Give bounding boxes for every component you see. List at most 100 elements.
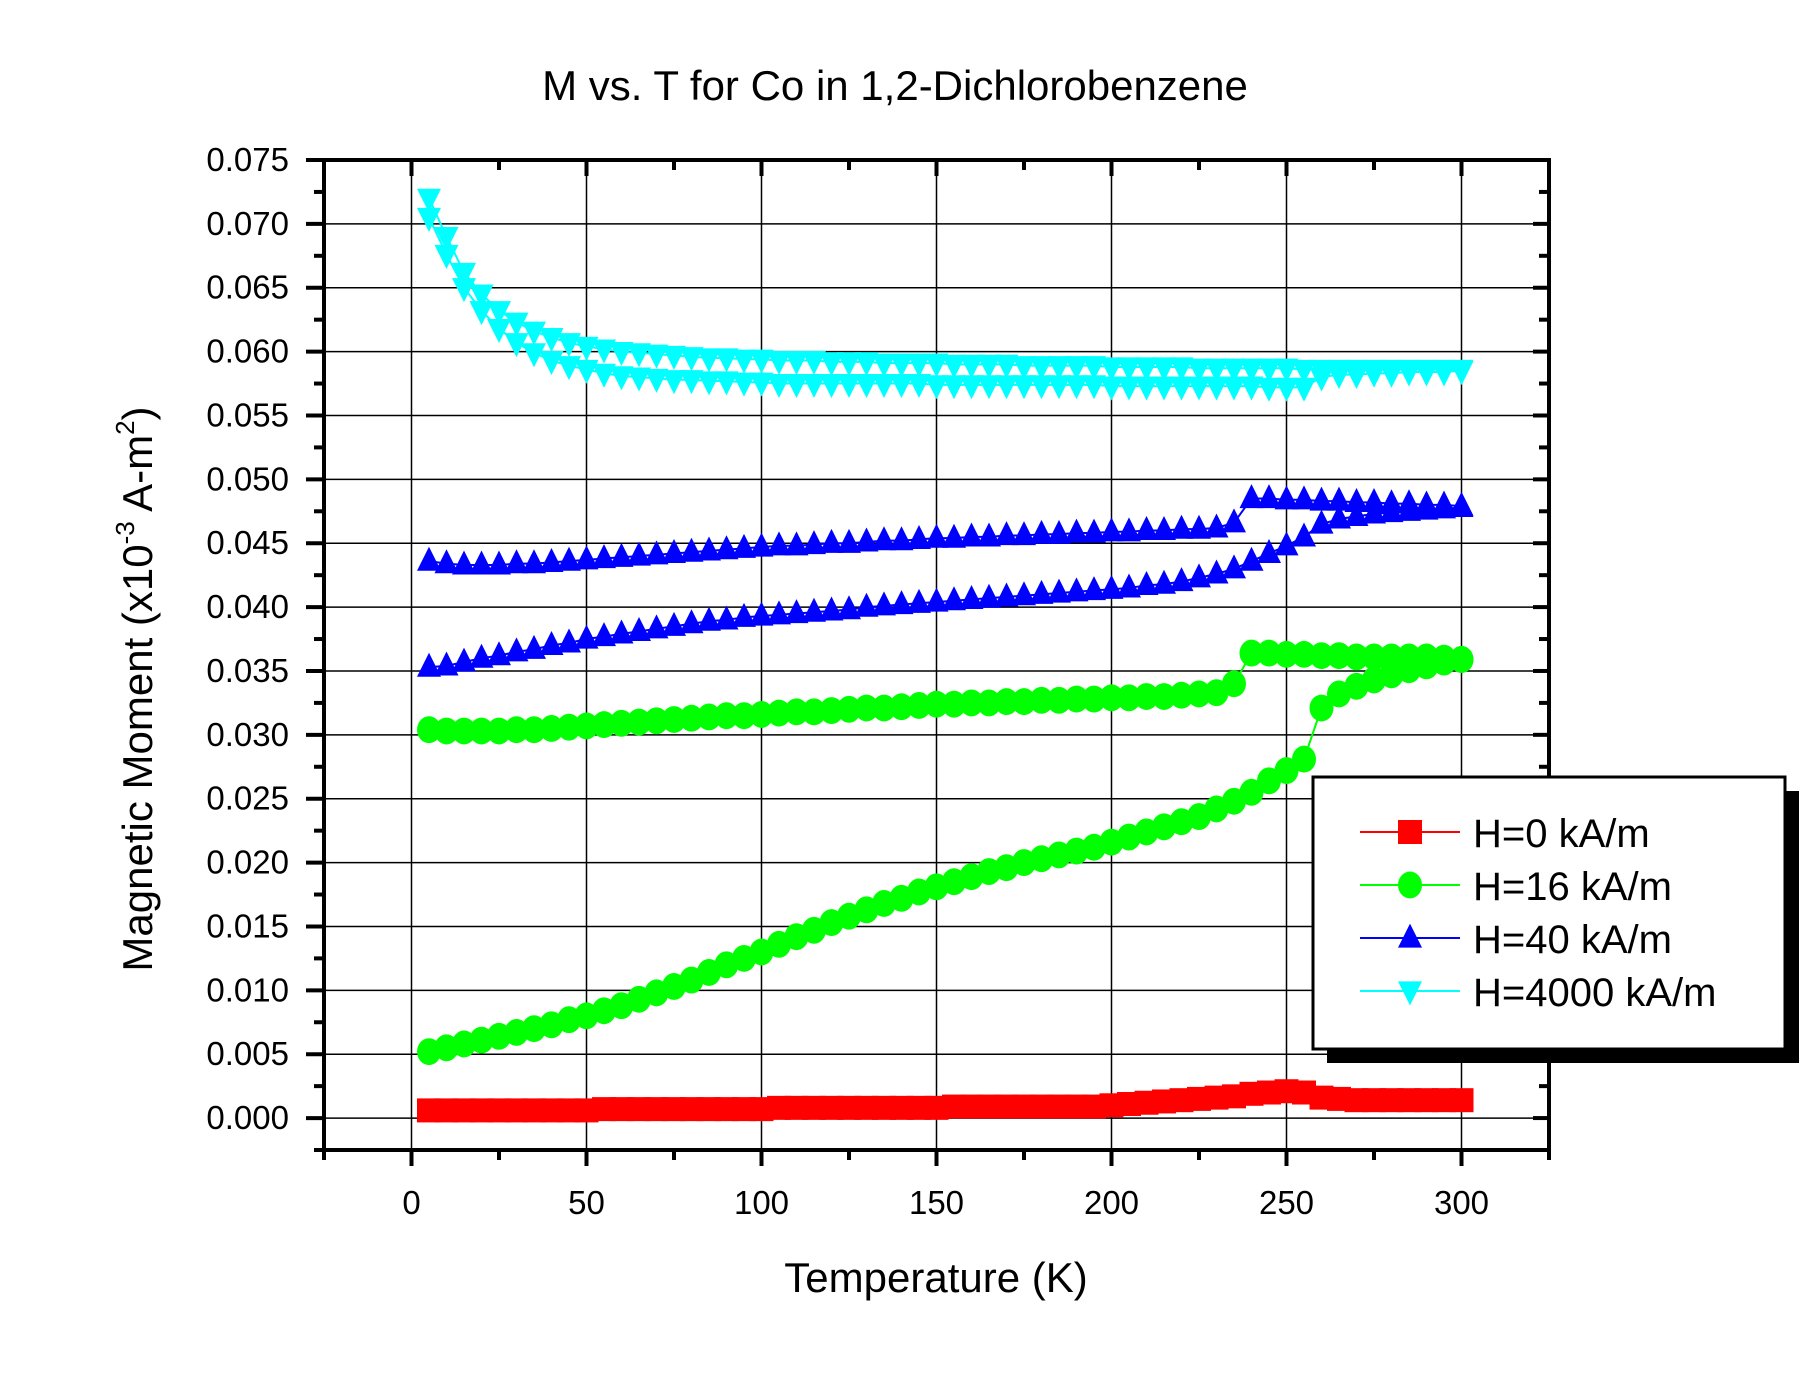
data-point <box>539 715 564 742</box>
data-point <box>1152 357 1176 382</box>
y-tick-label: 0.025 <box>206 780 289 817</box>
data-point <box>1152 569 1176 594</box>
data-point <box>1082 576 1106 601</box>
data-point <box>609 342 634 367</box>
data-point <box>854 694 879 722</box>
y-axis-label-main: Magnetic Moment (x10 <box>114 544 161 971</box>
chart-title: M vs. T for Co in 1,2-Dichlorobenzene <box>542 62 1248 109</box>
data-point <box>837 528 861 553</box>
y-axis-label-unit-exponent: 2 <box>110 420 140 434</box>
data-point <box>1169 357 1194 382</box>
data-point <box>434 549 459 574</box>
data-point <box>1082 518 1106 543</box>
data-point <box>714 535 739 560</box>
data-point <box>714 702 739 730</box>
data-point <box>627 541 651 566</box>
data-point <box>1134 376 1159 401</box>
data-point <box>819 697 844 725</box>
data-point <box>522 343 546 368</box>
data-point <box>767 600 791 625</box>
data-point <box>889 526 914 551</box>
x-tick-label: 100 <box>734 1184 789 1221</box>
data-point <box>1099 376 1124 401</box>
data-point <box>942 523 966 548</box>
data-point <box>1012 521 1036 546</box>
data-point <box>1432 644 1456 672</box>
data-point <box>714 348 739 373</box>
data-point <box>802 698 826 726</box>
data-point <box>1362 363 1386 388</box>
y-tick-label: 0.020 <box>206 844 289 881</box>
data-point <box>714 605 739 630</box>
data-point <box>994 582 1019 607</box>
data-point <box>749 532 774 557</box>
data-point <box>942 354 966 379</box>
data-point <box>417 716 441 744</box>
data-point <box>504 333 529 358</box>
data-point <box>802 373 826 398</box>
y-tick-label: 0.010 <box>206 971 289 1008</box>
data-point <box>732 702 756 730</box>
data-point <box>592 339 616 364</box>
data-point <box>1099 357 1124 382</box>
data-point <box>889 373 914 398</box>
data-point <box>1397 643 1421 671</box>
data-point <box>487 641 511 666</box>
data-point <box>767 350 791 375</box>
legend-box <box>1311 775 1787 1051</box>
data-point <box>1274 358 1299 383</box>
data-point <box>417 207 441 232</box>
data-point <box>872 526 896 551</box>
y-tick-label: 0.070 <box>206 205 289 242</box>
data-point <box>417 188 441 213</box>
data-point <box>907 353 931 378</box>
series-h-0-ka-m <box>417 1079 1474 1123</box>
data-point <box>907 524 931 549</box>
data-point <box>1449 646 1474 673</box>
data-point <box>1257 358 1281 383</box>
data-point <box>627 708 651 736</box>
data-point <box>487 319 511 344</box>
data-point <box>1099 684 1124 712</box>
data-point <box>1292 377 1316 402</box>
x-tick-label: 200 <box>1084 1184 1139 1221</box>
data-point <box>837 695 861 723</box>
data-point <box>1222 358 1246 383</box>
data-point <box>924 353 949 378</box>
legend-marker-triangle-up <box>1398 923 1422 948</box>
data-point <box>1169 514 1194 539</box>
data-point <box>819 373 844 398</box>
data-point <box>959 354 984 379</box>
data-point <box>1274 485 1299 510</box>
data-point <box>662 345 686 370</box>
data-point <box>854 592 879 617</box>
data-point <box>1152 376 1176 401</box>
data-point <box>1134 357 1159 382</box>
data-point <box>592 622 616 647</box>
legend-label: H=16 kA/m <box>1473 865 1672 909</box>
data-point <box>1222 508 1246 533</box>
data-point <box>1064 375 1089 400</box>
data-point <box>644 368 669 393</box>
data-point <box>907 588 931 613</box>
data-point <box>1204 358 1229 383</box>
data-point <box>644 707 669 735</box>
data-point <box>872 353 896 378</box>
data-point <box>469 301 494 326</box>
data-point <box>1414 362 1439 387</box>
data-point <box>889 693 914 721</box>
series-h-16-ka-m <box>417 639 1474 1066</box>
data-point <box>1344 365 1369 390</box>
y-axis-label: Magnetic Moment (x10-3 A-m2) <box>110 406 161 971</box>
data-point <box>1012 688 1036 716</box>
data-point <box>837 352 861 377</box>
legend: H=0 kA/m H=16 kA/m H=40 kA/m H=4000 kA/m <box>1311 775 1799 1063</box>
x-tick-label: 250 <box>1259 1184 1314 1221</box>
data-point <box>1449 491 1474 516</box>
data-point <box>697 348 721 373</box>
axis-ticks: 0 50 100 150 200 250 300 0.000 0.005 0.010 0.015 0.… <box>206 141 1551 1221</box>
data-point <box>609 709 634 737</box>
data-point <box>959 689 984 717</box>
data-point <box>417 652 441 677</box>
data-point <box>1239 484 1264 509</box>
